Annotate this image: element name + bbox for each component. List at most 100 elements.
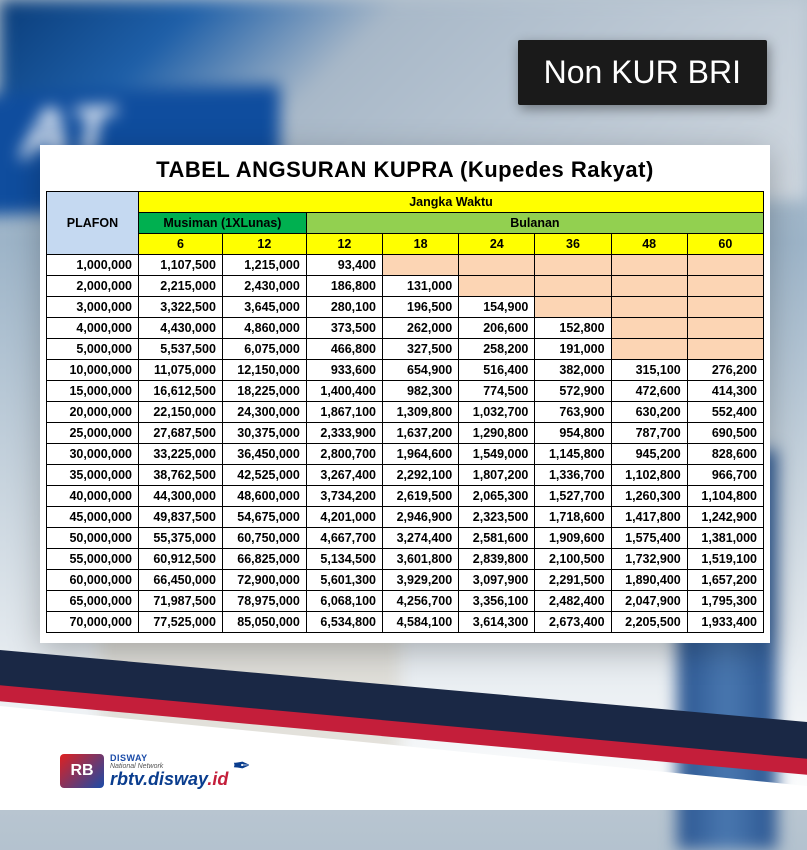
col-b24: 24 [459,234,535,255]
value-cell: 1,417,800 [611,507,687,528]
value-cell: 1,807,200 [459,465,535,486]
table-row: 60,000,00066,450,00072,900,0005,601,3003… [47,570,764,591]
feather-icon: ✒ [232,753,250,779]
value-cell [611,339,687,360]
table-row: 35,000,00038,762,50042,525,0003,267,4002… [47,465,764,486]
value-cell: 5,537,500 [139,339,223,360]
value-cell: 262,000 [383,318,459,339]
value-cell: 1,575,400 [611,528,687,549]
value-cell: 36,450,000 [222,444,306,465]
plafon-cell: 70,000,000 [47,612,139,633]
table-row: 10,000,00011,075,00012,150,000933,600654… [47,360,764,381]
plafon-cell: 3,000,000 [47,297,139,318]
value-cell: 373,500 [306,318,382,339]
value-cell: 60,912,500 [139,549,223,570]
value-cell: 191,000 [535,339,611,360]
value-cell: 85,050,000 [222,612,306,633]
col-b12: 12 [306,234,382,255]
value-cell [687,318,763,339]
value-cell: 6,534,800 [306,612,382,633]
value-cell: 382,000 [535,360,611,381]
value-cell: 2,946,900 [383,507,459,528]
table-row: 55,000,00060,912,50066,825,0005,134,5003… [47,549,764,570]
value-cell: 1,527,700 [535,486,611,507]
value-cell: 24,300,000 [222,402,306,423]
title-badge: Non KUR BRI [518,40,767,105]
value-cell: 1,637,200 [383,423,459,444]
col-m12: 12 [222,234,306,255]
col-jangka-waktu: Jangka Waktu [139,192,764,213]
value-cell [611,276,687,297]
value-cell: 44,300,000 [139,486,223,507]
value-cell: 6,075,000 [222,339,306,360]
value-cell: 11,075,000 [139,360,223,381]
value-cell: 2,430,000 [222,276,306,297]
plafon-cell: 30,000,000 [47,444,139,465]
value-cell: 1,032,700 [459,402,535,423]
value-cell: 1,215,000 [222,255,306,276]
value-cell: 4,256,700 [383,591,459,612]
value-cell: 55,375,000 [139,528,223,549]
value-cell: 552,400 [687,402,763,423]
value-cell: 1,104,800 [687,486,763,507]
value-cell: 3,734,200 [306,486,382,507]
value-cell: 1,242,900 [687,507,763,528]
col-musiman: Musiman (1XLunas) [139,213,307,234]
value-cell: 33,225,000 [139,444,223,465]
value-cell: 77,525,000 [139,612,223,633]
value-cell: 93,400 [306,255,382,276]
value-cell: 4,430,000 [139,318,223,339]
value-cell: 2,800,700 [306,444,382,465]
plafon-cell: 60,000,000 [47,570,139,591]
value-cell: 3,356,100 [459,591,535,612]
value-cell: 1,519,100 [687,549,763,570]
value-cell: 4,860,000 [222,318,306,339]
value-cell: 2,482,400 [535,591,611,612]
plafon-cell: 35,000,000 [47,465,139,486]
plafon-cell: 65,000,000 [47,591,139,612]
value-cell: 206,600 [459,318,535,339]
value-cell: 315,100 [611,360,687,381]
value-cell: 1,909,600 [535,528,611,549]
value-cell: 154,900 [459,297,535,318]
table-row: 65,000,00071,987,50078,975,0006,068,1004… [47,591,764,612]
value-cell: 1,795,300 [687,591,763,612]
value-cell: 1,400,400 [306,381,382,402]
value-cell: 2,323,500 [459,507,535,528]
value-cell: 3,645,000 [222,297,306,318]
value-cell: 1,964,600 [383,444,459,465]
value-cell: 828,600 [687,444,763,465]
value-cell: 42,525,000 [222,465,306,486]
value-cell: 2,215,000 [139,276,223,297]
value-cell: 16,612,500 [139,381,223,402]
value-cell: 327,500 [383,339,459,360]
logo-disway-label: DISWAY [110,754,228,763]
value-cell: 22,150,000 [139,402,223,423]
value-cell: 3,601,800 [383,549,459,570]
value-cell: 572,900 [535,381,611,402]
col-plafon: PLAFON [47,192,139,255]
value-cell: 630,200 [611,402,687,423]
logo-icon: RB [60,754,104,788]
table-row: 15,000,00016,612,50018,225,0001,400,4009… [47,381,764,402]
value-cell: 774,500 [459,381,535,402]
value-cell [687,297,763,318]
value-cell: 18,225,000 [222,381,306,402]
value-cell [687,255,763,276]
value-cell: 1,549,000 [459,444,535,465]
plafon-cell: 5,000,000 [47,339,139,360]
value-cell: 787,700 [611,423,687,444]
table-row: 2,000,0002,215,0002,430,000186,800131,00… [47,276,764,297]
plafon-cell: 4,000,000 [47,318,139,339]
value-cell: 131,000 [383,276,459,297]
value-cell: 2,065,300 [459,486,535,507]
plafon-cell: 50,000,000 [47,528,139,549]
plafon-cell: 10,000,000 [47,360,139,381]
value-cell: 966,700 [687,465,763,486]
value-cell: 1,381,000 [687,528,763,549]
value-cell: 5,601,300 [306,570,382,591]
col-b36: 36 [535,234,611,255]
value-cell: 1,260,300 [611,486,687,507]
value-cell [687,276,763,297]
value-cell: 3,267,400 [306,465,382,486]
